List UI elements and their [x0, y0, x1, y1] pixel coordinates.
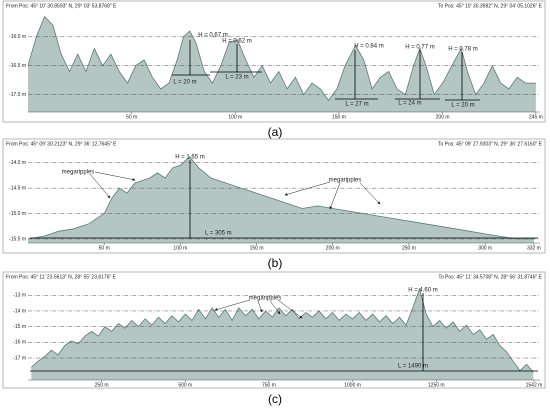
y-tick-label: -17 m: [13, 355, 26, 361]
y-tick-label: -13 m: [13, 293, 26, 299]
y-tick-label: -16.5 m: [9, 63, 26, 69]
y-tick-label: -15.5 m: [9, 236, 26, 242]
panel-label: (a): [268, 125, 283, 139]
from-position: From Pos: 45° 11' 23.5613" N, 28° 55' 23…: [6, 274, 117, 280]
x-tick-label: 150 m: [250, 245, 264, 251]
panel-label: (c): [268, 392, 282, 406]
x-tick-label: 300 m: [478, 245, 492, 251]
to-position: To Pos: 45° 11' 34.5708" N, 28° 56' 31.8…: [438, 274, 542, 280]
to-position: To Pos: 45° 10' 30.3982" N, 29° 04' 05.1…: [438, 3, 543, 9]
area-fill: [28, 156, 534, 243]
area-fill: [31, 289, 534, 380]
y-tick-label: -15.0 m: [9, 211, 26, 217]
x-tick-label: 100 m: [228, 114, 242, 120]
x-tick-label: 250 m: [95, 382, 109, 388]
annotation: H = 0.84 m: [354, 44, 384, 50]
annotation: L = 24 m: [398, 101, 421, 107]
annotation: megaripples: [62, 170, 95, 176]
annotation: H = 0.67 m: [198, 33, 228, 39]
y-tick-label: -16.0 m: [9, 34, 26, 40]
x-tick-label: 100 m: [173, 245, 187, 251]
annotation: megaripples: [249, 296, 282, 302]
annotation: L = 20 m: [173, 80, 196, 86]
area-fill: [28, 16, 536, 113]
from-position: From Pos: 45° 10' 30.8593" N, 29° 03' 53…: [6, 3, 117, 9]
annotation: H = 4.60 m: [408, 288, 438, 294]
annotation: L = 27 m: [345, 102, 368, 108]
arrow: [359, 182, 381, 205]
annotation: L = 1490 m: [398, 364, 428, 370]
x-tick-label: 50 m: [126, 114, 137, 120]
annotation: H = 1.65 m: [175, 155, 205, 161]
y-tick-label: -17.0 m: [9, 92, 26, 98]
profile-line: [31, 287, 534, 373]
x-tick-label: 1542 m: [526, 382, 543, 388]
x-tick-label: 500 m: [178, 382, 192, 388]
annotation: L = 305 m: [205, 231, 232, 237]
profile-line: [27, 15, 536, 102]
annotation: L = 20 m: [451, 103, 474, 109]
arrow: [277, 299, 303, 319]
y-tick-label: -15 m: [13, 324, 26, 330]
annotation: megaripples: [329, 178, 362, 184]
x-tick-label: 50 m: [99, 245, 110, 251]
arrow: [329, 182, 341, 210]
to-position: To Pos: 45° 09' 27.9303" N, 29° 36' 27.6…: [438, 141, 543, 147]
annotation: H = 0.77 m: [405, 45, 435, 51]
annotation: H = 0.62 m: [222, 39, 252, 45]
annotation: L = 23 m: [225, 75, 248, 81]
x-tick-label: 1000 m: [344, 382, 361, 388]
x-tick-label: 200 m: [436, 114, 450, 120]
y-tick-label: -14 m: [13, 308, 26, 314]
y-tick-label: -16 m: [13, 340, 26, 346]
x-tick-label: 332 m: [527, 245, 541, 251]
annotation: H = 0.78 m: [448, 47, 478, 53]
x-tick-label: 200 m: [326, 245, 340, 251]
x-tick-label: 245 m: [529, 114, 543, 120]
profile-line: [27, 156, 534, 240]
arrow: [269, 300, 281, 315]
from-position: From Pos: 45° 09' 30.2123" N, 29° 36' 12…: [6, 141, 117, 147]
arrow: [284, 181, 331, 196]
x-tick-label: 750 m: [262, 382, 276, 388]
x-tick-label: 250 m: [402, 245, 416, 251]
panel-label: (b): [268, 256, 283, 270]
x-tick-label: 1250 m: [428, 382, 445, 388]
arrow: [89, 173, 111, 199]
x-tick-label: 150 m: [332, 114, 346, 120]
arrow: [257, 300, 263, 313]
arrow: [214, 299, 251, 311]
y-tick-label: -14.0 m: [9, 160, 26, 166]
y-tick-label: -14.5 m: [9, 185, 26, 191]
arrow: [94, 171, 136, 181]
